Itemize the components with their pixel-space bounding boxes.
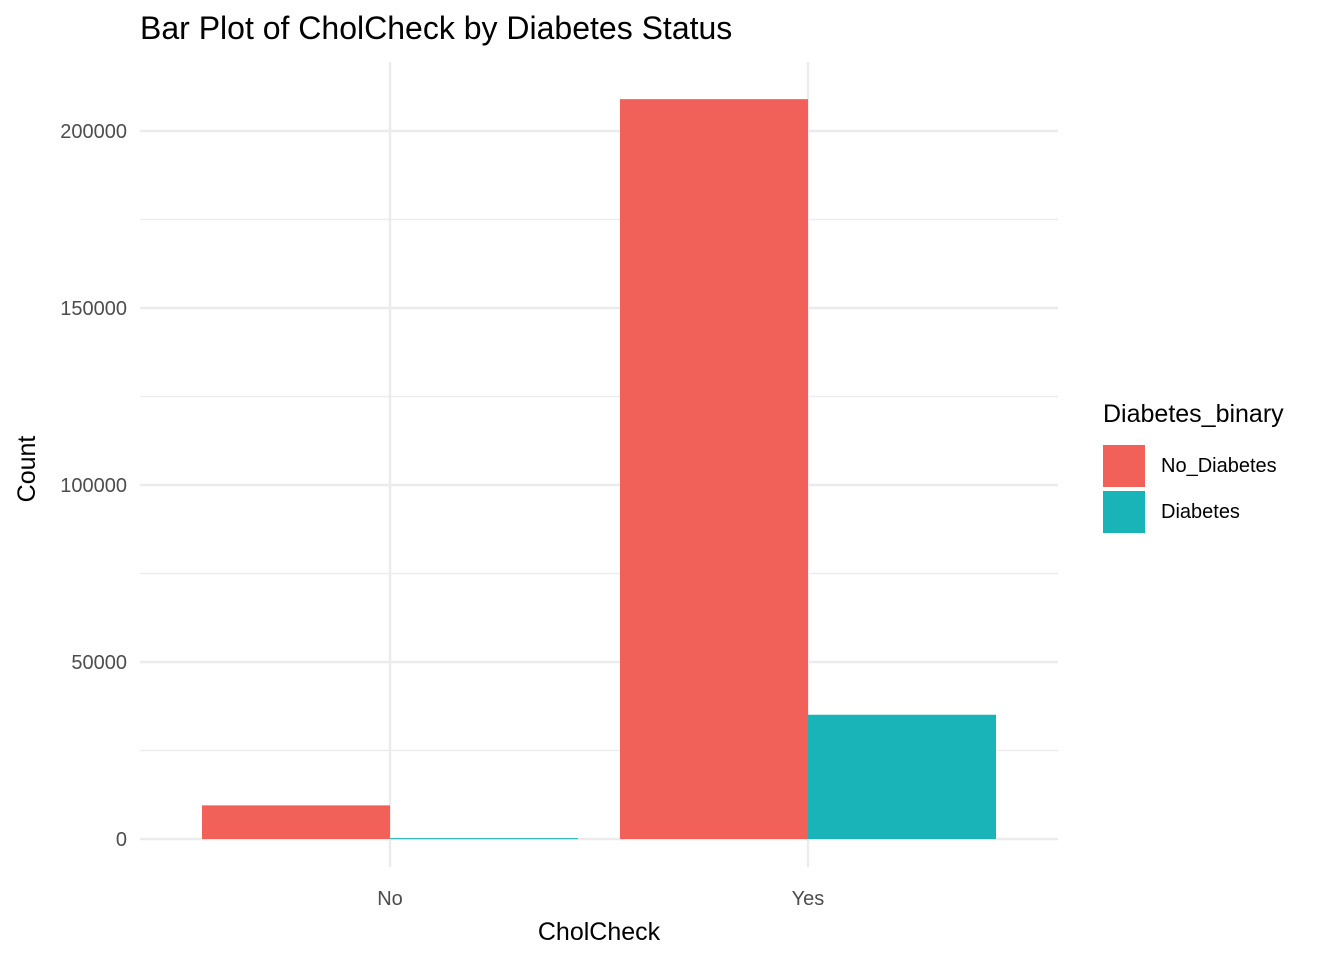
y-axis-title: Count [13,436,41,503]
y-axis-ticks: 0 50000 100000 150000 200000 [60,121,127,851]
legend-label-no-diabetes: No_Diabetes [1161,454,1277,477]
chart-title: Bar Plot of CholCheck by Diabetes Status [140,10,733,46]
x-axis-title: CholCheck [538,918,661,946]
x-axis-ticks: No Yes [377,888,824,910]
bar-yes-diabetes [808,714,996,839]
bar-yes-no-diabetes [620,99,808,839]
bar-no-no-diabetes [202,805,390,839]
legend-key-no-diabetes [1103,445,1145,487]
legend-label-diabetes: Diabetes [1161,500,1240,523]
y-tick-label: 200000 [60,121,127,143]
x-tick-label: Yes [792,888,825,910]
bars [202,99,996,840]
y-tick-label: 100000 [60,475,127,497]
bar-no-diabetes [390,838,578,840]
legend-key-diabetes [1103,491,1145,533]
legend-title: Diabetes_binary [1103,400,1284,428]
legend: Diabetes_binary No_Diabetes Diabetes [1103,400,1284,535]
y-tick-label: 150000 [60,298,127,320]
y-tick-label: 0 [116,829,127,851]
legend-item-no-diabetes: No_Diabetes [1103,443,1284,489]
legend-item-diabetes: Diabetes [1103,489,1284,535]
x-tick-label: No [377,888,403,910]
y-tick-label: 50000 [71,652,127,674]
